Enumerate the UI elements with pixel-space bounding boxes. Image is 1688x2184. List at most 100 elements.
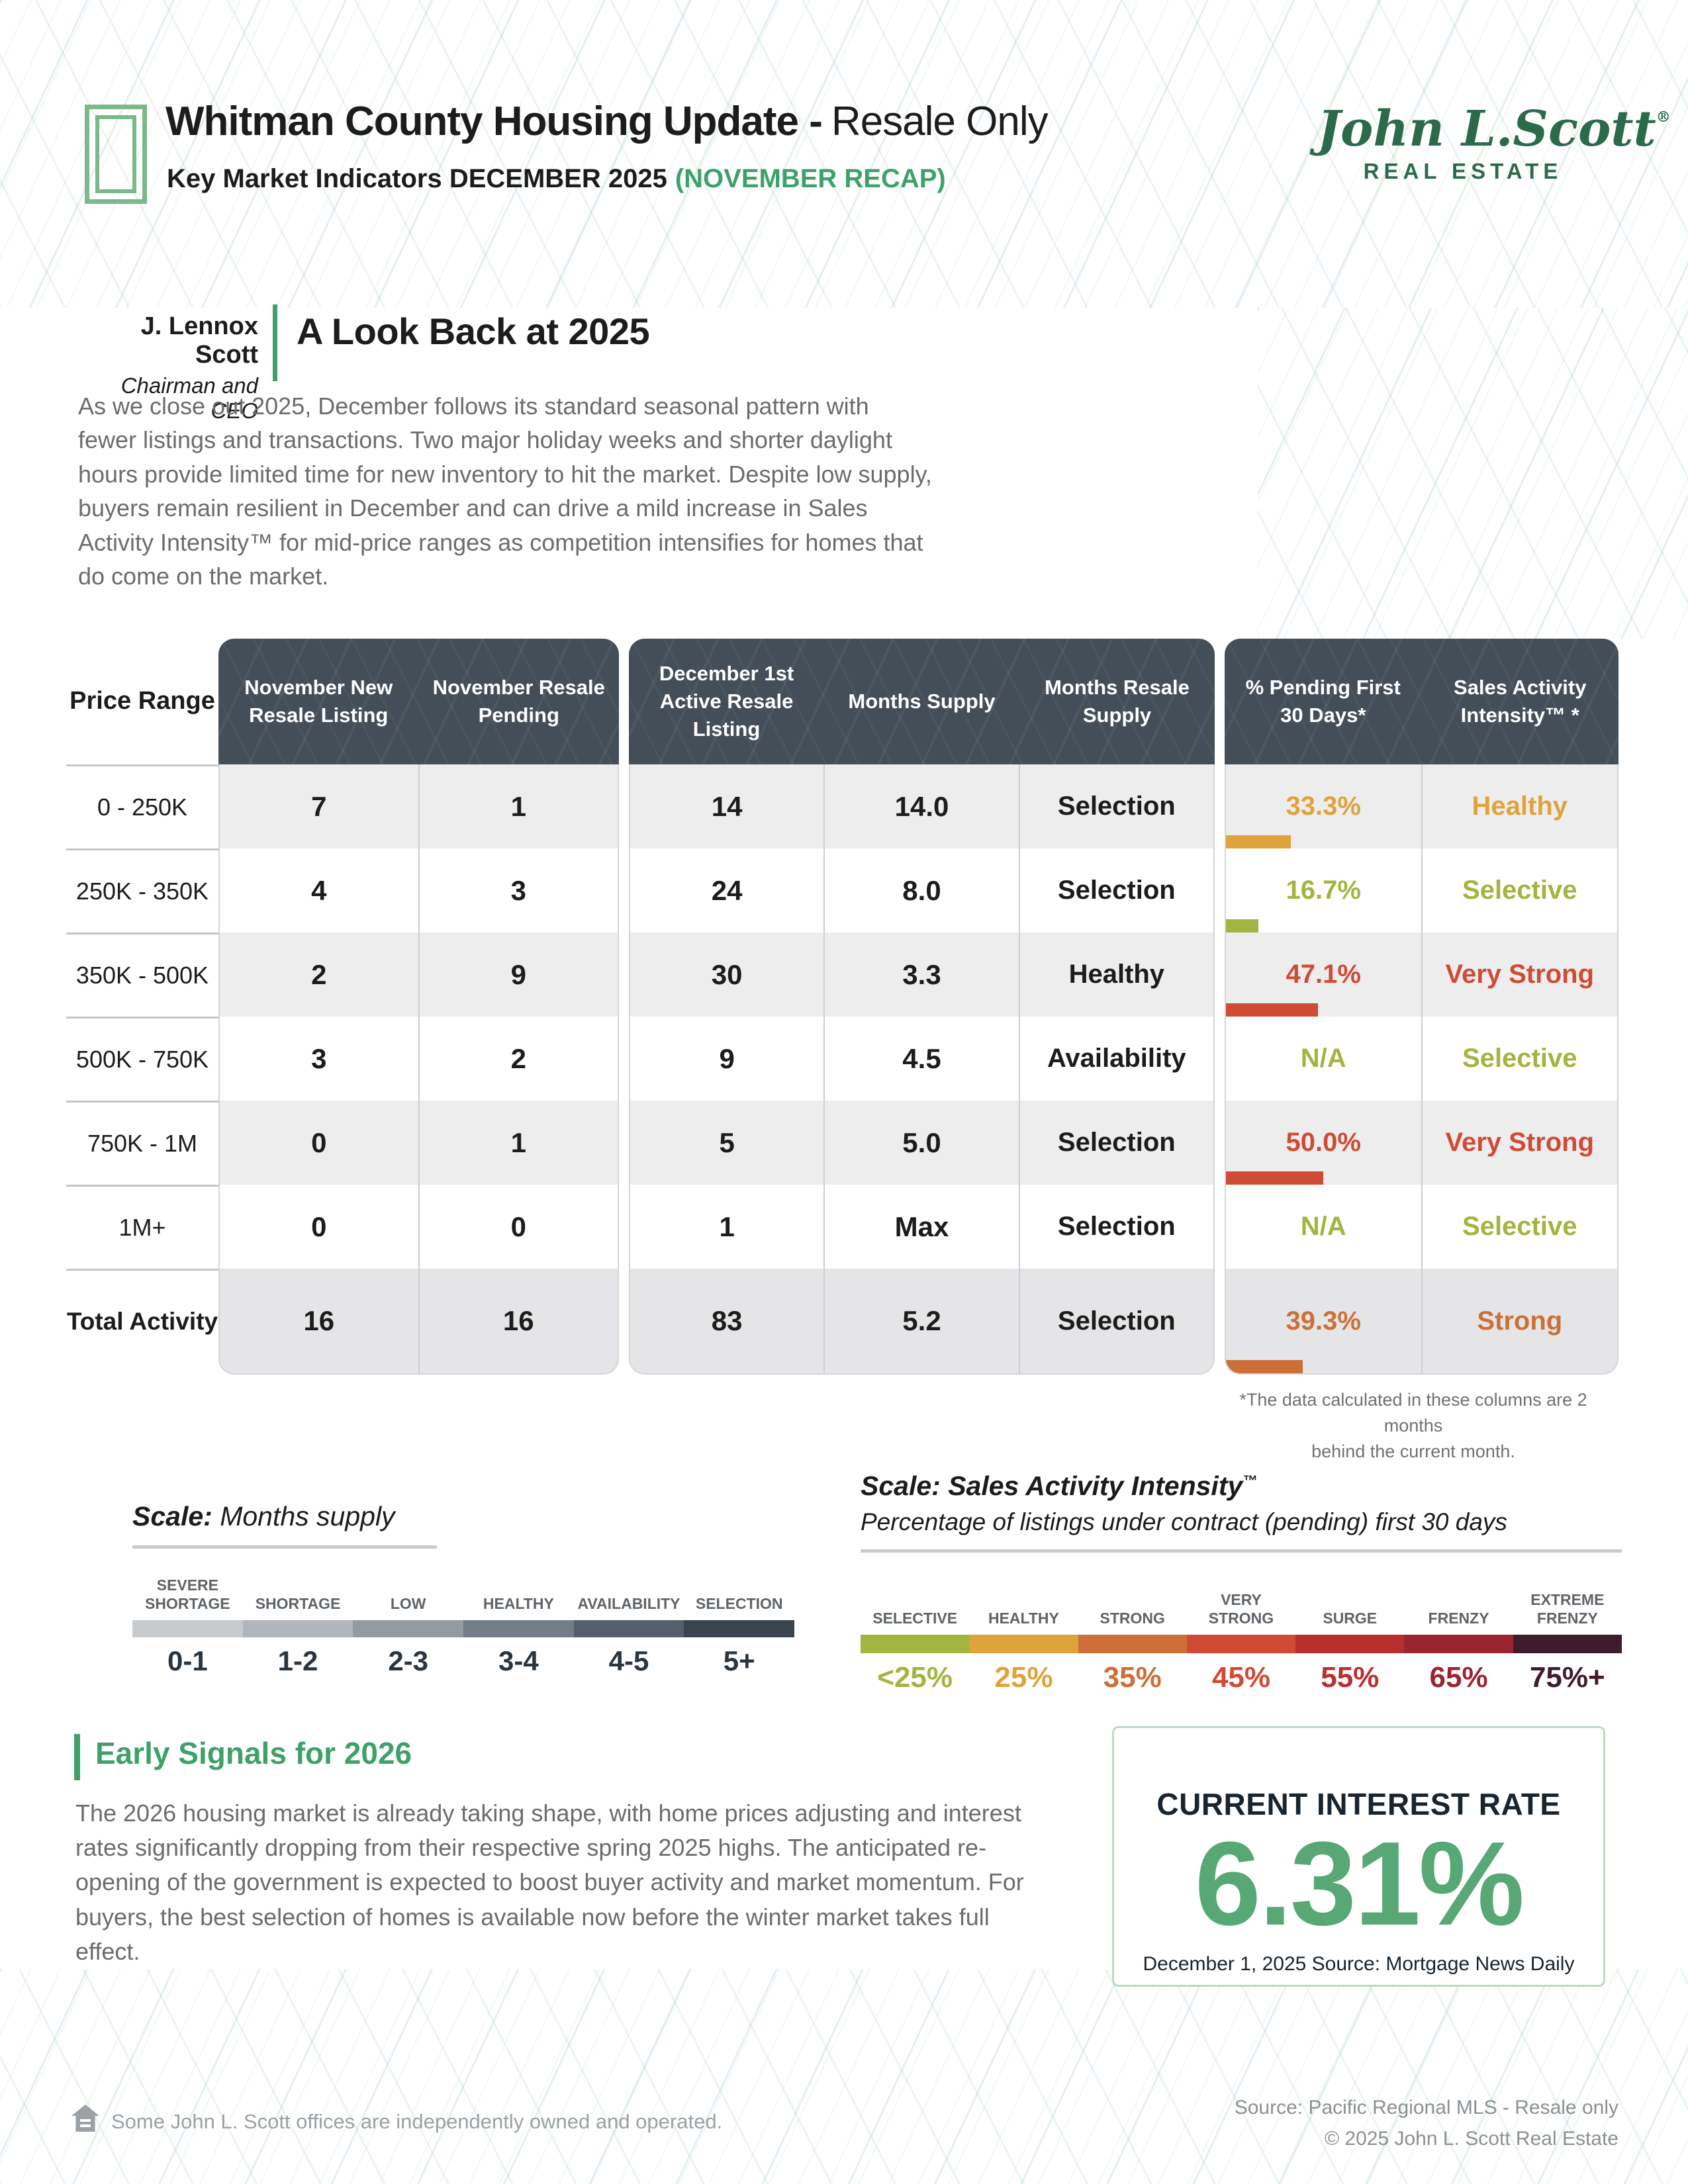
pct-pending-cell: N/A xyxy=(1300,1044,1346,1073)
footer-disclaimer: Some John L. Scott offices are independe… xyxy=(111,2110,723,2133)
interest-rate-heading: CURRENT INTEREST RATE xyxy=(1156,1787,1561,1821)
table-row: 30 3.3 Healthy xyxy=(630,933,1213,1017)
page-title-light: Resale Only xyxy=(831,99,1049,144)
pct-pending-cell: 50.0% xyxy=(1226,1101,1421,1185)
scale-segment: VERY STRONG 45% xyxy=(1186,1562,1296,1694)
sai-cell: Selective xyxy=(1421,1185,1618,1269)
scale-segment: HEALTHY 25% xyxy=(969,1562,1078,1694)
door-icon xyxy=(85,105,147,204)
early-signals-body: The 2026 housing market is already takin… xyxy=(75,1799,1024,1965)
table-group-supply: December 1st Active Resale Listing Month… xyxy=(629,639,1215,1375)
scale-divider xyxy=(132,1545,437,1549)
column-header: Sales Activity Intensity™ * xyxy=(1454,676,1587,727)
column-header: November Resale Pending xyxy=(432,676,605,727)
door-icon-inner xyxy=(95,115,136,193)
sai-cell: Healthy xyxy=(1421,764,1618,848)
table-row-total: 39.3% Strong xyxy=(1226,1269,1617,1373)
sai-scale: Scale: Sales Activity Intensity™ Percent… xyxy=(861,1471,1622,1694)
column-header: % Pending First 30 Days* xyxy=(1245,676,1401,727)
column-header: Months Resale Supply xyxy=(1045,676,1190,727)
sai-cell: Very Strong xyxy=(1421,1101,1618,1185)
interest-rate-value: 6.31% xyxy=(1194,1817,1524,1950)
sai-cell: Strong xyxy=(1421,1269,1618,1373)
price-range-label: 250K - 350K xyxy=(66,848,218,933)
registered-mark: ® xyxy=(1656,109,1671,126)
price-range-column: 0 - 250K 250K - 350K 350K - 500K 500K - … xyxy=(66,764,218,1373)
table-row: 16.7% Selective xyxy=(1226,848,1617,933)
page-title-bold: Whitman County Housing Update - xyxy=(165,99,823,144)
scale-segment: STRONG 35% xyxy=(1078,1562,1187,1694)
author-role: Chairman and CEO xyxy=(120,373,258,423)
scale-segment: EXTREME FRENZY 75%+ xyxy=(1513,1562,1622,1694)
scale-segment: SEVERE SHORTAGE 0-1 xyxy=(132,1558,243,1677)
page-subtitle-recap: (NOVEMBER RECAP) xyxy=(675,164,946,193)
pct-pending-cell: 39.3% xyxy=(1226,1269,1421,1373)
trademark: ™ xyxy=(1243,1472,1258,1489)
sai-cell: Very Strong xyxy=(1421,933,1618,1017)
pct-pending-cell: 47.1% xyxy=(1226,933,1421,1017)
company-logo: John L.Scott® REAL ESTATE xyxy=(1317,101,1671,184)
scale-segment: SELECTIVE <25% xyxy=(861,1562,970,1694)
price-range-header: Price Range xyxy=(70,687,215,715)
months-supply-scale: Scale: Months supply SEVERE SHORTAGE 0-1 … xyxy=(132,1501,795,1677)
pct-bar xyxy=(1226,919,1259,933)
column-header: November New Resale Listing xyxy=(244,676,393,727)
sai-cell: Selective xyxy=(1421,1017,1618,1101)
price-range-label: 1M+ xyxy=(66,1185,218,1269)
sai-segments: SELECTIVE <25% HEALTHY 25% STRONG 35% VERY … xyxy=(861,1562,1622,1694)
table-group-november: November New Resale Listing November Res… xyxy=(218,639,619,1375)
table-row: 5 5.0 Selection xyxy=(630,1101,1213,1185)
table-row: N/A Selective xyxy=(1226,1185,1617,1269)
price-range-label-total: Total Activity xyxy=(66,1269,218,1373)
scale-segment: LOW 2-3 xyxy=(353,1558,464,1677)
table-row-total: 16 16 xyxy=(220,1269,618,1373)
scale-segment: SHORTAGE 1-2 xyxy=(242,1558,353,1677)
pct-pending-cell: N/A xyxy=(1300,1212,1346,1241)
table-group-activity-header: % Pending First 30 Days* Sales Activity … xyxy=(1225,639,1618,764)
pct-bar xyxy=(1226,1360,1303,1373)
logo-subtitle: REAL ESTATE xyxy=(1363,159,1563,183)
table-row: 24 8.0 Selection xyxy=(630,848,1213,933)
interest-rate-card: CURRENT INTEREST RATE 6.31% December 1, … xyxy=(1112,1726,1605,1987)
table-group-activity: % Pending First 30 Days* Sales Activity … xyxy=(1225,639,1618,1375)
early-signals-accent-bar xyxy=(74,1734,80,1780)
months-supply-scale-title: Scale: Months supply xyxy=(132,1501,395,1531)
price-range-label: 0 - 250K xyxy=(66,764,218,848)
column-header: December 1st Active Resale Listing xyxy=(659,662,794,741)
byline-divider xyxy=(273,304,277,381)
scale-segment: SELECTION 5+ xyxy=(684,1558,795,1677)
sai-scale-subtitle: Percentage of listings under contract (p… xyxy=(861,1508,1507,1535)
scale-segment: AVAILABILITY 4-5 xyxy=(573,1558,684,1677)
footer-source-line2: © 2025 John L. Scott Real Estate xyxy=(1324,2127,1618,2150)
table-row-total: 83 5.2 Selection xyxy=(630,1269,1213,1373)
table-group-activity-body: 33.3% Healthy 16.7% Selective 47.1% Very… xyxy=(1225,764,1618,1375)
price-range-label: 350K - 500K xyxy=(66,933,218,1017)
scale-segment: SURGE 55% xyxy=(1295,1562,1405,1694)
table-group-november-header: November New Resale Listing November Res… xyxy=(218,639,619,764)
equal-housing-icon xyxy=(69,2103,102,2137)
table-group-supply-header: December 1st Active Resale Listing Month… xyxy=(629,639,1215,764)
table-row: 47.1% Very Strong xyxy=(1226,933,1617,1017)
background-pattern-top xyxy=(0,0,1688,308)
pct-bar xyxy=(1226,835,1291,848)
section-heading-lookback: A Look Back at 2025 xyxy=(297,310,650,352)
interest-rate-caption: December 1, 2025 Source: Mortgage News D… xyxy=(1143,1953,1575,1975)
footer-source: Source: Pacific Regional MLS - Resale on… xyxy=(1208,2093,1618,2154)
table-footnote: *The data calculated in these columns ar… xyxy=(1239,1390,1587,1462)
pct-bar xyxy=(1226,1003,1318,1017)
pct-bar xyxy=(1226,1171,1324,1185)
price-range-label: 500K - 750K xyxy=(66,1017,218,1101)
background-pattern-right xyxy=(1258,308,1688,639)
scale-segment: HEALTHY 3-4 xyxy=(463,1558,574,1677)
table-row: N/A Selective xyxy=(1226,1017,1617,1101)
logo-wordmark: John L.Scott® xyxy=(1317,101,1671,158)
table-row: 50.0% Very Strong xyxy=(1226,1101,1617,1185)
